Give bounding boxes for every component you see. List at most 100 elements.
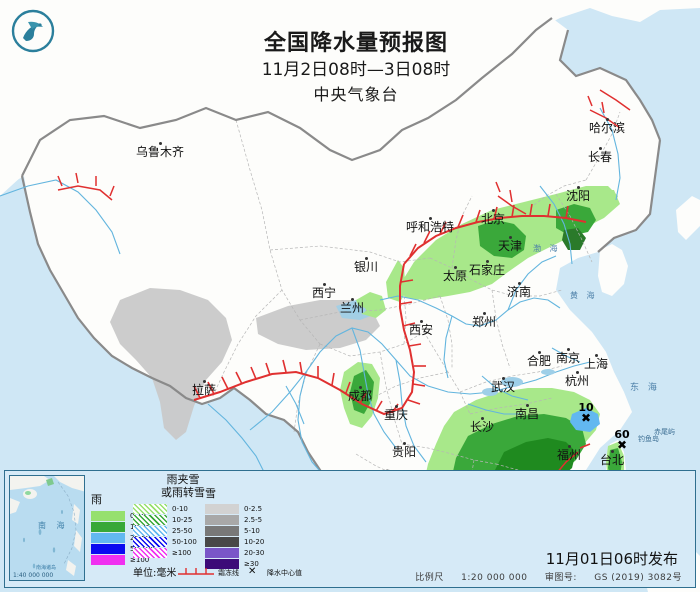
title-block: 全国降水量预报图 11月2日08时—3日08时 中央气象台 — [236, 30, 476, 107]
inset-islands-label: 南海诸岛 — [36, 565, 57, 571]
precip-center-x-icon: ✖ — [616, 438, 628, 452]
legend-swatch-color — [133, 514, 167, 525]
legend-swatch-color — [205, 514, 239, 525]
legend-swatch-color — [133, 503, 167, 514]
city-name: 沈阳 — [565, 189, 590, 203]
legend-swatch-label: ≥30 — [244, 559, 259, 568]
city-marker-dot — [598, 147, 602, 150]
precip-green-chengdu — [350, 370, 374, 414]
city-label: 福州 — [545, 445, 593, 461]
city-label: 呼和浩特 — [406, 217, 454, 233]
island-name-label: 赤尾屿 — [654, 428, 675, 436]
legend-swatch-label: 0-10 — [172, 504, 188, 513]
legend-swatch-color — [91, 554, 125, 565]
inset-sea-label: 南 海 — [38, 521, 69, 530]
inset-map-south-china-sea[interactable]: 南 海 南海诸岛 1:40 000 000 — [9, 475, 85, 581]
city-label: 南京 — [544, 348, 592, 364]
city-label: 西宁 — [300, 283, 348, 299]
city-name: 太原 — [442, 269, 467, 283]
precip-blue-zhejiang — [570, 408, 600, 432]
legend-rainsnow-header-2: 或雨转雪 — [161, 486, 205, 499]
city-marker-dot — [322, 283, 326, 286]
approval-value: GS (2019) 3082号 — [594, 573, 682, 583]
legend-swatch-label: 10-20 — [244, 537, 265, 546]
legend-swatch-row: 5-10 — [205, 525, 285, 536]
city-name: 石家庄 — [468, 263, 505, 277]
city-name: 哈尔滨 — [588, 121, 625, 135]
city-name: 郑州 — [471, 315, 496, 329]
sea-name-label: 东 海 — [630, 383, 660, 393]
city-name: 合肥 — [526, 354, 551, 368]
legend-swatch-row: ≥100 — [133, 547, 233, 558]
legend-center-label: 降水中心值 — [267, 569, 302, 577]
city-name: 杭州 — [564, 374, 589, 388]
city-marker-dot — [358, 386, 362, 389]
city-marker-dot — [508, 236, 512, 239]
city-marker-dot — [575, 371, 579, 374]
city-label: 拉萨 — [180, 380, 228, 396]
legend-rainsnow-swatches: 0-10 10-25 25-50 50-100 ≥100 — [133, 503, 233, 558]
city-marker-dot — [610, 450, 614, 453]
legend-snow-header: 雪 — [205, 487, 216, 500]
city-marker-dot — [419, 320, 423, 323]
legend-swatch-label: 2.5-5 — [244, 515, 263, 524]
city-label: 北京 — [469, 209, 517, 225]
city-marker-dot — [567, 445, 571, 448]
city-label: 武汉 — [479, 377, 527, 393]
sea-name-label: 渤 海 — [533, 244, 561, 253]
city-name: 成都 — [347, 389, 372, 403]
city-name: 西宁 — [311, 286, 336, 300]
city-name: 兰州 — [339, 301, 364, 315]
precip-center-value: 10 — [578, 401, 594, 414]
legend-swatch-color — [91, 510, 125, 521]
city-marker-dot — [453, 266, 457, 269]
city-label: 杭州 — [553, 371, 601, 387]
city-marker-dot — [364, 257, 368, 260]
city-name: 长沙 — [469, 420, 494, 434]
korea-land — [598, 244, 628, 296]
city-marker-dot — [480, 417, 484, 420]
city-name: 呼和浩特 — [406, 220, 455, 234]
legend-rainsnow-column: 雨夹雪 或雨转雪 0-10 10-25 25-50 50-100 ≥100 — [133, 473, 233, 558]
city-name: 贵阳 — [391, 445, 416, 459]
city-marker-dot — [566, 348, 570, 351]
city-marker-dot — [202, 380, 206, 383]
page-title: 全国降水量预报图 — [263, 31, 448, 56]
city-label: 乌鲁木齐 — [136, 142, 184, 158]
city-label: 南昌 — [503, 404, 551, 420]
city-marker-dot — [491, 209, 495, 212]
legend-swatch-row: ≥30 — [205, 558, 285, 569]
legend-snow-swatches: 0-2.5 2.5-5 5-10 10-20 20-30 ≥30 — [205, 503, 285, 569]
legend-swatch-row: 0-10 — [133, 503, 233, 514]
snow-area-tibet-west — [110, 288, 232, 440]
japan-land — [676, 196, 700, 240]
city-name: 福州 — [556, 448, 581, 462]
issue-time: 11月01日06时发布 — [545, 550, 678, 568]
city-label: 长春 — [576, 147, 624, 163]
scale-label: 比例尺 — [415, 573, 444, 583]
city-name: 济南 — [506, 285, 531, 299]
legend-swatch-color — [205, 558, 239, 569]
legend-swatch-row: 2.5-5 — [205, 514, 285, 525]
city-name: 武汉 — [490, 380, 515, 394]
legend-swatch-label: 10-25 — [172, 515, 193, 524]
city-label: 台北 — [588, 450, 636, 466]
precip-center-marker: 10 ✖ — [572, 402, 600, 424]
city-label: 上海 — [572, 354, 620, 370]
city-label: 太原 — [431, 266, 479, 282]
cma-logo — [11, 9, 55, 53]
city-marker-dot — [158, 142, 162, 145]
legend-rain-header: 雨 — [91, 493, 102, 506]
city-marker-dot — [525, 404, 529, 407]
legend-swatch-label: ≥100 — [130, 555, 150, 564]
precip-center-value: 60 — [614, 428, 630, 441]
city-marker-dot — [594, 354, 598, 357]
legend-swatch-label: 50-100 — [172, 537, 197, 546]
scale-value: 1:20 000 000 — [461, 573, 528, 583]
legend-swatch-label: 20-30 — [244, 548, 265, 557]
legend-swatch-row: ≥100 — [91, 554, 163, 565]
legend-swatch-row: 25-50 — [133, 525, 233, 536]
precip-green-beijing — [478, 220, 526, 258]
precip-center-marker: 60 ✖ — [608, 429, 636, 451]
